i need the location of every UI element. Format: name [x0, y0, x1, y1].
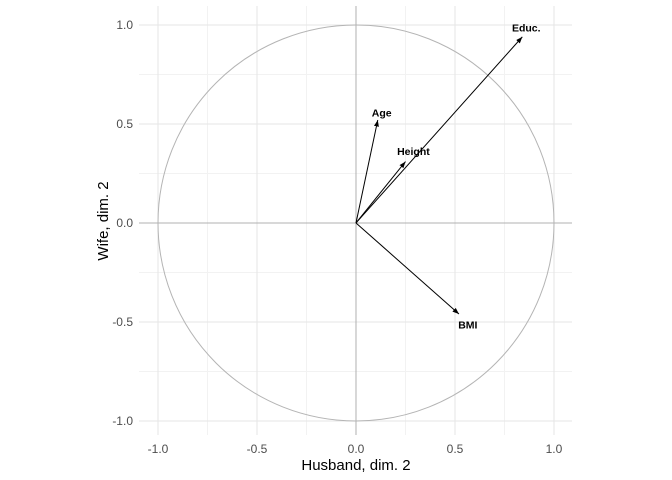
- arrow-educ: [355, 36, 523, 224]
- y-tick-label: 0.0: [116, 216, 133, 230]
- arrow-age: [355, 119, 379, 224]
- y-tick-label: -1.0: [112, 414, 133, 428]
- x-tick-label: 0.5: [447, 442, 464, 456]
- variable-label-bmi: BMI: [458, 319, 477, 331]
- x-tick-label: -1.0: [148, 442, 169, 456]
- y-axis-title: Wife, dim. 2: [95, 181, 112, 260]
- y-tick-label: 1.0: [116, 18, 133, 32]
- arrow-height: [355, 161, 406, 224]
- y-tick-label: 0.5: [116, 117, 133, 131]
- variable-label-age: Age: [372, 108, 392, 120]
- variable-label-educ: Educ.: [512, 22, 541, 34]
- x-tick-label: 0.0: [348, 442, 365, 456]
- variable-label-height: Height: [397, 146, 430, 158]
- x-tick-label: 1.0: [546, 442, 563, 456]
- x-axis-title: Husband, dim. 2: [301, 457, 410, 474]
- arrow-bmi: [355, 222, 460, 315]
- y-tick-label: -0.5: [112, 315, 133, 329]
- unit-circle: [157, 24, 555, 422]
- x-tick-label: -0.5: [247, 442, 268, 456]
